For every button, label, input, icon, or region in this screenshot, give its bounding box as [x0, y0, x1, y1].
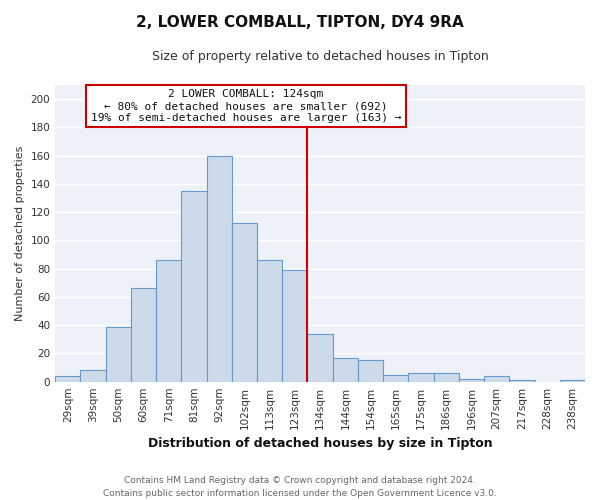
Bar	[232, 224, 257, 382]
Bar	[434, 373, 459, 382]
Bar	[509, 380, 535, 382]
Title: Size of property relative to detached houses in Tipton: Size of property relative to detached ho…	[152, 50, 488, 63]
Bar	[332, 358, 358, 382]
Bar	[206, 156, 232, 382]
Bar	[106, 326, 131, 382]
Bar	[409, 373, 434, 382]
Text: 2, LOWER COMBALL, TIPTON, DY4 9RA: 2, LOWER COMBALL, TIPTON, DY4 9RA	[136, 15, 464, 30]
Text: 2 LOWER COMBALL: 124sqm
← 80% of detached houses are smaller (692)
19% of semi-d: 2 LOWER COMBALL: 124sqm ← 80% of detache…	[91, 90, 401, 122]
Bar	[131, 288, 156, 382]
Bar	[459, 379, 484, 382]
Bar	[358, 360, 383, 382]
Y-axis label: Number of detached properties: Number of detached properties	[15, 146, 25, 321]
Bar	[307, 334, 332, 382]
Bar	[282, 270, 307, 382]
Bar	[257, 260, 282, 382]
X-axis label: Distribution of detached houses by size in Tipton: Distribution of detached houses by size …	[148, 437, 493, 450]
Bar	[560, 380, 585, 382]
Text: Contains HM Land Registry data © Crown copyright and database right 2024.
Contai: Contains HM Land Registry data © Crown c…	[103, 476, 497, 498]
Bar	[383, 374, 409, 382]
Bar	[181, 191, 206, 382]
Bar	[156, 260, 181, 382]
Bar	[484, 376, 509, 382]
Bar	[55, 376, 80, 382]
Bar	[80, 370, 106, 382]
